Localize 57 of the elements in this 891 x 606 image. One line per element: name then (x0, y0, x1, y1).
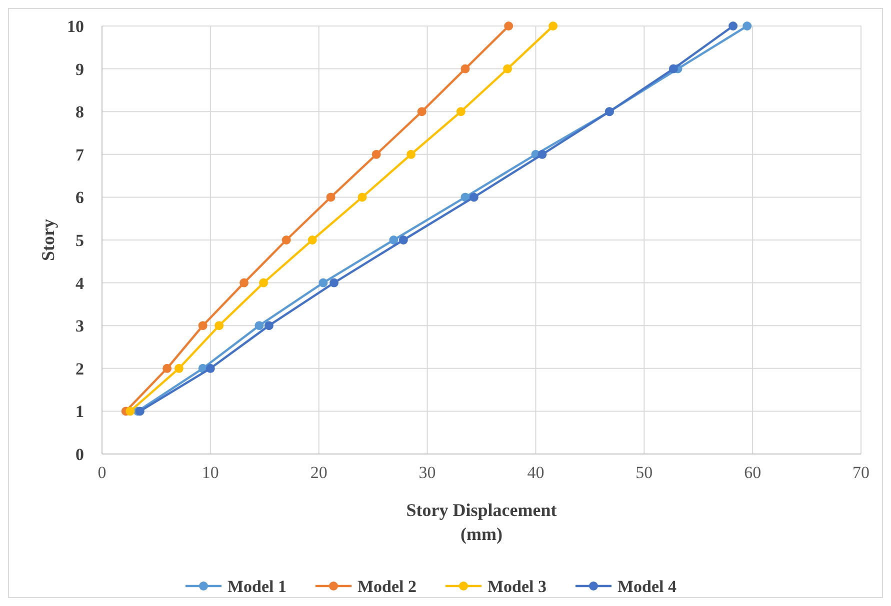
point (264, 321, 274, 330)
x-tick-label: 50 (636, 463, 653, 482)
y-tick-label: 3 (76, 316, 84, 336)
legend-label: Model 1 (228, 577, 287, 596)
x-tick-label: 30 (418, 463, 436, 482)
point (259, 278, 268, 288)
point (504, 22, 514, 30)
point (538, 150, 547, 159)
y-tick-label: 4 (76, 274, 84, 293)
point (206, 364, 215, 373)
y-axis-title: Story (38, 219, 58, 261)
y-tick-label: 7 (76, 145, 84, 164)
point (318, 278, 328, 288)
y-tick-label: 0 (76, 445, 84, 464)
point (372, 150, 381, 159)
legend-label: Model 2 (358, 577, 417, 596)
x-tick-label: 10 (202, 463, 219, 482)
point (398, 236, 408, 244)
x-tick-label: 40 (527, 463, 544, 482)
y-tick-label: 9 (76, 60, 84, 79)
point (503, 64, 512, 74)
point (240, 278, 249, 288)
point (162, 364, 172, 373)
point (330, 278, 339, 288)
y-tick-label: 8 (76, 102, 84, 122)
point (282, 236, 291, 244)
point (254, 321, 264, 330)
point (174, 364, 184, 373)
point (548, 22, 558, 30)
y-tick-label: 10 (67, 17, 84, 36)
point (308, 236, 317, 244)
y-tick-label: 5 (76, 231, 84, 250)
point (460, 192, 470, 202)
point (389, 236, 398, 244)
point (742, 22, 752, 30)
point (198, 321, 208, 330)
x-tick-label: 0 (98, 463, 106, 482)
y-tick-label: 6 (76, 188, 84, 208)
x-axis-title: Story Displacement (mm) (406, 500, 557, 544)
point (460, 64, 470, 74)
y-tick-label: 1 (76, 402, 84, 422)
legend-label: Model 3 (488, 577, 547, 596)
point (668, 64, 678, 74)
y-tick-label: 2 (76, 359, 84, 378)
point (214, 321, 224, 330)
x-tick-label: 60 (744, 463, 762, 482)
point (417, 107, 426, 116)
point (126, 406, 135, 416)
x-tick-label: 20 (310, 463, 328, 482)
point (456, 107, 466, 116)
point (728, 22, 738, 30)
point (406, 150, 416, 159)
point (358, 192, 367, 202)
legend-label: Model 4 (618, 577, 678, 596)
x-tick-label: 70 (852, 463, 870, 482)
point (326, 192, 336, 202)
point (469, 192, 478, 202)
